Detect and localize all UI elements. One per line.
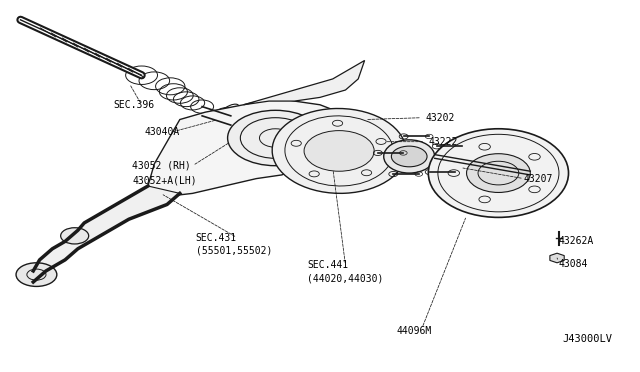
Ellipse shape (272, 109, 406, 193)
Text: 43222: 43222 (428, 137, 458, 147)
Circle shape (392, 146, 427, 167)
Circle shape (61, 228, 89, 244)
Polygon shape (33, 186, 180, 282)
Text: 43052+A(LH): 43052+A(LH) (132, 176, 196, 186)
Text: 43207: 43207 (524, 174, 554, 184)
Text: (44020,44030): (44020,44030) (307, 273, 383, 283)
Text: 43084: 43084 (559, 259, 588, 269)
Text: 44096M: 44096M (396, 326, 432, 336)
Text: J43000LV: J43000LV (562, 334, 612, 344)
Circle shape (16, 263, 57, 286)
Ellipse shape (384, 140, 435, 173)
Circle shape (304, 131, 374, 171)
Text: SEC.431: SEC.431 (196, 233, 237, 243)
Text: 43202: 43202 (425, 113, 454, 123)
Circle shape (228, 110, 323, 166)
Text: 43262A: 43262A (559, 236, 594, 246)
Text: 43040A: 43040A (145, 128, 180, 138)
Text: 43052 (RH): 43052 (RH) (132, 161, 191, 171)
Text: SEC.441: SEC.441 (307, 260, 348, 270)
Text: SEC.396: SEC.396 (113, 100, 154, 110)
Text: (55501,55502): (55501,55502) (196, 246, 272, 256)
Ellipse shape (467, 154, 531, 192)
Ellipse shape (428, 129, 568, 217)
Polygon shape (244, 61, 365, 105)
Polygon shape (148, 97, 352, 197)
Ellipse shape (551, 255, 563, 261)
